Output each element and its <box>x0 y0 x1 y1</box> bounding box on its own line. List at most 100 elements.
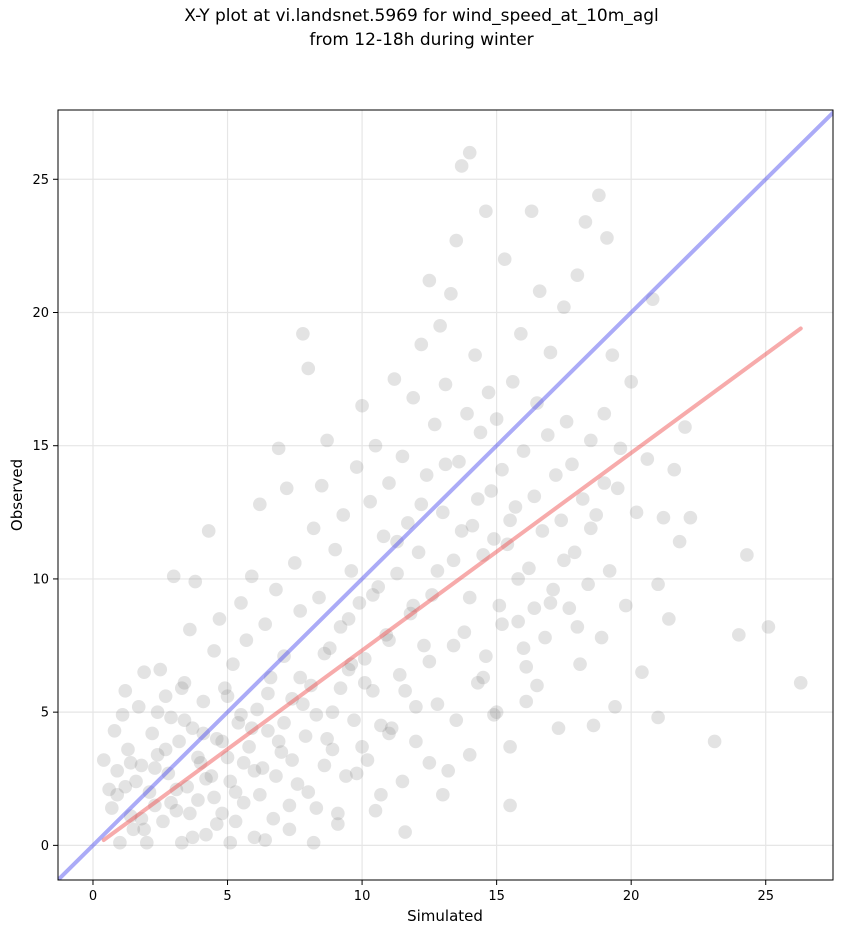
data-point <box>559 414 574 429</box>
data-point <box>662 612 676 626</box>
data-point <box>392 668 407 682</box>
data-point <box>226 657 240 671</box>
data-point <box>242 739 256 754</box>
data-point <box>557 300 571 314</box>
data-point <box>177 713 192 727</box>
data-point <box>183 806 197 821</box>
data-point <box>244 569 259 584</box>
y-tick-label: 25 <box>32 173 49 188</box>
y-axis-ticks: 0 5 10 15 20 25 <box>32 173 58 854</box>
data-point <box>511 572 525 586</box>
data-point <box>317 646 332 661</box>
data-point <box>301 361 316 376</box>
data-point <box>495 617 509 632</box>
data-point <box>204 769 219 783</box>
data-point <box>540 428 555 442</box>
data-point <box>301 785 316 799</box>
data-point <box>244 721 259 735</box>
data-point <box>288 556 302 570</box>
data-point <box>231 716 246 730</box>
data-point <box>234 596 248 610</box>
data-point <box>274 745 289 759</box>
data-point <box>134 811 149 826</box>
data-point <box>406 598 421 613</box>
data-point <box>678 420 692 434</box>
data-point <box>258 617 273 632</box>
data-point <box>164 795 178 810</box>
y-tick-label: 20 <box>32 306 49 321</box>
y-tick-label: 10 <box>32 572 49 587</box>
data-point <box>123 755 138 770</box>
data-point <box>449 233 464 248</box>
data-point <box>253 497 267 512</box>
data-point <box>177 676 192 690</box>
data-point <box>532 284 547 298</box>
data-point <box>314 478 329 493</box>
data-point <box>390 534 404 549</box>
data-point <box>306 835 321 850</box>
data-point <box>635 665 649 679</box>
data-point <box>707 734 722 749</box>
data-point <box>325 742 340 757</box>
data-point <box>438 377 453 392</box>
data-point <box>293 670 307 685</box>
data-point <box>543 596 558 610</box>
data-point <box>546 582 560 597</box>
y-tick-label: 0 <box>41 839 49 854</box>
data-point <box>357 652 372 666</box>
data-point <box>183 622 197 637</box>
data-point <box>395 774 410 789</box>
data-point <box>371 580 386 594</box>
data-point <box>503 513 517 528</box>
data-point <box>220 750 235 765</box>
data-point <box>115 708 130 722</box>
data-point <box>110 763 125 778</box>
data-point <box>500 537 515 552</box>
data-point <box>207 644 221 658</box>
data-point <box>134 758 149 773</box>
data-point <box>384 721 399 735</box>
data-point <box>503 798 517 813</box>
data-point <box>592 188 606 203</box>
data-point <box>600 231 614 245</box>
data-point <box>613 441 628 456</box>
data-point <box>328 542 342 557</box>
data-point <box>573 657 587 671</box>
data-point <box>530 678 544 693</box>
data-point <box>398 684 412 698</box>
data-point <box>255 761 270 775</box>
data-point <box>137 822 151 837</box>
data-point <box>209 731 224 746</box>
data-point <box>597 406 612 421</box>
data-point <box>279 481 294 496</box>
data-point <box>306 521 321 536</box>
data-point <box>557 553 571 568</box>
data-point <box>285 692 299 706</box>
data-point <box>538 630 552 645</box>
y-tick-label: 15 <box>32 439 49 454</box>
data-point <box>436 505 450 520</box>
data-point <box>425 588 439 602</box>
data-point <box>357 676 372 690</box>
data-point <box>495 462 509 477</box>
data-point <box>349 460 364 474</box>
data-point <box>118 684 133 698</box>
data-point <box>460 406 474 421</box>
data-point <box>567 545 582 560</box>
data-point <box>476 548 490 562</box>
data-point <box>449 713 464 727</box>
x-axis-label: Simulated <box>407 907 483 925</box>
data-point <box>123 809 138 823</box>
data-point <box>161 766 176 781</box>
data-point <box>618 598 633 613</box>
data-point <box>185 830 200 845</box>
data-point <box>290 777 305 791</box>
data-point <box>519 660 534 674</box>
data-point <box>129 774 143 789</box>
data-point <box>236 755 251 770</box>
data-point <box>247 763 262 778</box>
plot-frame <box>57 109 834 881</box>
data-point <box>258 833 273 847</box>
data-point <box>322 641 337 656</box>
